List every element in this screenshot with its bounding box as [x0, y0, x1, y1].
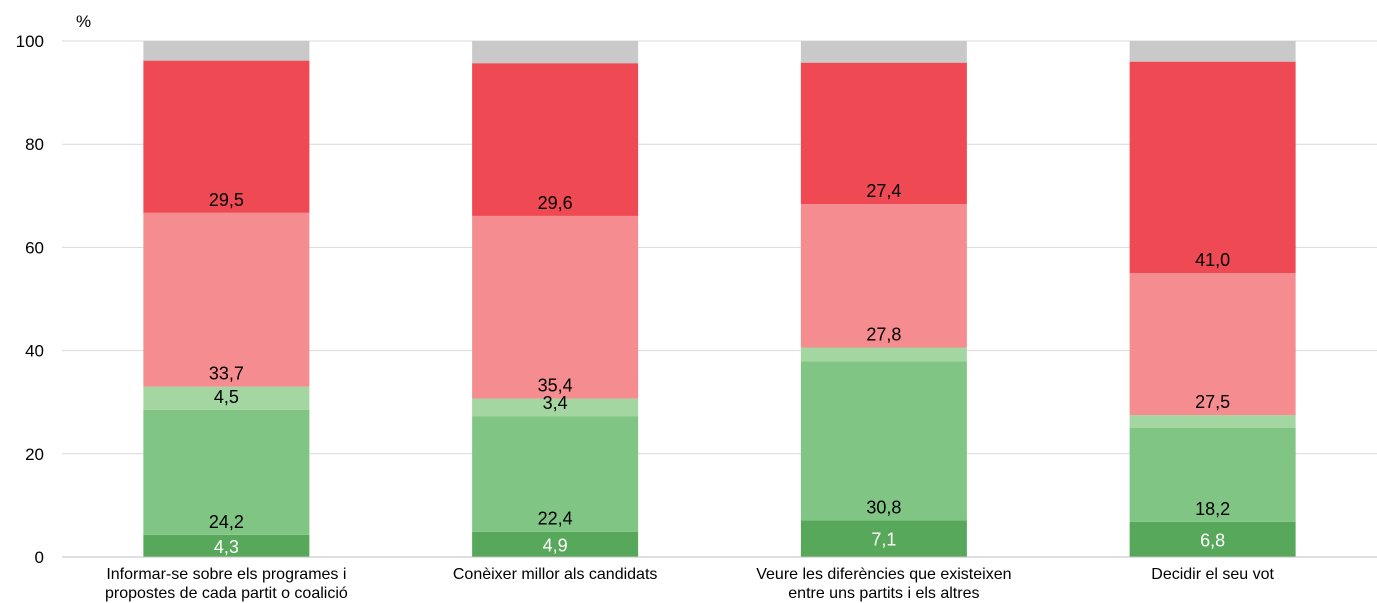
bar-segment — [1129, 521, 1296, 557]
bar-segment — [143, 386, 310, 410]
x-tick-label: entre uns partits i els altres — [788, 585, 979, 602]
data-label: 27,8 — [866, 325, 901, 345]
data-label: 30,8 — [866, 497, 901, 517]
bar-segment — [1129, 415, 1296, 428]
bar-segment — [800, 62, 967, 205]
y-tick-label: 0 — [35, 548, 44, 567]
data-label: 29,6 — [538, 193, 573, 213]
bar-segment — [1129, 61, 1296, 274]
x-tick-label: Veure les diferències que existeixen — [756, 566, 1011, 583]
x-tick-label: propostes de cada partit o coalició — [105, 585, 348, 602]
data-label: 3,4 — [543, 393, 568, 413]
data-label: 24,2 — [209, 512, 244, 532]
bar-segment — [800, 204, 967, 348]
bar-segment — [143, 534, 310, 557]
data-label: 7,1 — [871, 530, 896, 550]
y-tick-label: 80 — [25, 135, 44, 154]
bar-segment — [472, 41, 639, 64]
data-label: 22,4 — [538, 509, 573, 529]
y-tick-label: 20 — [25, 445, 44, 464]
x-axis: Informar-se sobre els programes i propost… — [62, 556, 1377, 602]
bar-segment — [143, 212, 310, 387]
data-labels: 4,3 24,2 4,5 33,7 29,5 4,9 22,4 3,435,4 29,6 7,1 3… — [209, 181, 1230, 557]
y-axis-label: % — [76, 12, 91, 31]
bar-segment — [472, 63, 639, 216]
bar-segment — [800, 347, 967, 362]
x-tick-label: Informar-se sobre els programes i — [106, 566, 346, 583]
x-tick-label: Conèixer millor als candidats — [453, 566, 658, 583]
y-axis: % 0 20 40 60 80 100 — [16, 12, 92, 567]
data-label: 6,8 — [1200, 530, 1225, 550]
bar-segment — [143, 60, 310, 213]
bar-segment — [1129, 273, 1296, 416]
data-label: 33,7 — [209, 364, 244, 384]
bar-segment — [143, 41, 310, 61]
bar-segment — [472, 398, 639, 417]
data-label: 27,5 — [1195, 392, 1230, 412]
bar-segment — [143, 409, 310, 535]
bar-segment — [800, 41, 967, 63]
bar-segment — [472, 416, 639, 532]
data-label: 35,4 — [538, 376, 573, 396]
data-label: 27,4 — [866, 181, 901, 201]
data-label: 4,5 — [214, 387, 239, 407]
x-tick-label: Decidir el seu vot — [1151, 566, 1274, 583]
y-tick-label: 40 — [25, 342, 44, 361]
data-label: 41,0 — [1195, 250, 1230, 270]
bar-segment — [800, 361, 967, 521]
bar-segment — [1129, 41, 1296, 62]
data-label: 29,5 — [209, 190, 244, 210]
bar-segment — [472, 531, 639, 557]
bar-segment — [800, 520, 967, 557]
bar-segment — [472, 215, 639, 399]
bars — [143, 41, 1296, 557]
bar-segment — [1129, 428, 1296, 522]
data-label: 4,3 — [214, 537, 239, 557]
data-label: 4,9 — [543, 535, 568, 555]
data-label: 18,2 — [1195, 499, 1230, 519]
y-tick-label: 100 — [16, 32, 44, 51]
y-tick-label: 60 — [25, 238, 44, 257]
